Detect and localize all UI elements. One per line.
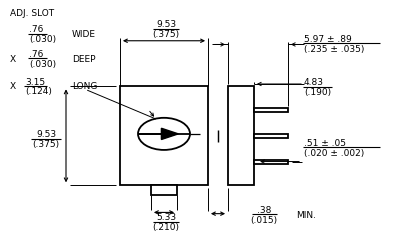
Text: .51 ± .05: .51 ± .05: [304, 139, 346, 148]
Text: 5.33: 5.33: [156, 213, 176, 222]
Text: 9.53: 9.53: [36, 130, 56, 139]
Text: (.030): (.030): [29, 35, 56, 44]
Text: (.030): (.030): [29, 60, 56, 69]
Text: ADJ. SLOT: ADJ. SLOT: [10, 9, 54, 18]
Text: (.124): (.124): [25, 87, 52, 96]
Text: (.235 ± .035): (.235 ± .035): [304, 45, 364, 54]
Text: .38: .38: [257, 206, 271, 215]
Text: (.375): (.375): [152, 30, 180, 39]
Bar: [254, 160, 288, 164]
Text: (.015): (.015): [250, 216, 278, 225]
Text: (.210): (.210): [152, 223, 180, 232]
Bar: [254, 108, 288, 112]
Text: LONG: LONG: [72, 82, 97, 91]
Text: (.190): (.190): [304, 88, 331, 97]
Text: .76: .76: [29, 25, 44, 34]
Bar: [120, 86, 208, 185]
Text: .76: .76: [29, 50, 44, 59]
Text: 3.15: 3.15: [25, 78, 45, 86]
Text: 5.97 ± .89: 5.97 ± .89: [304, 35, 352, 44]
Bar: [228, 86, 254, 185]
Polygon shape: [161, 128, 178, 140]
Text: DEEP: DEEP: [72, 55, 96, 64]
Text: MIN.: MIN.: [296, 211, 316, 220]
Bar: [151, 185, 177, 195]
Bar: [254, 134, 288, 138]
Text: (.375): (.375): [32, 140, 60, 149]
Text: WIDE: WIDE: [72, 30, 96, 39]
Text: 9.53: 9.53: [156, 20, 176, 29]
Text: (.020 ± .002): (.020 ± .002): [304, 149, 364, 158]
Text: 4.83: 4.83: [304, 78, 324, 87]
Text: X: X: [10, 55, 16, 64]
Text: X: X: [10, 82, 16, 91]
